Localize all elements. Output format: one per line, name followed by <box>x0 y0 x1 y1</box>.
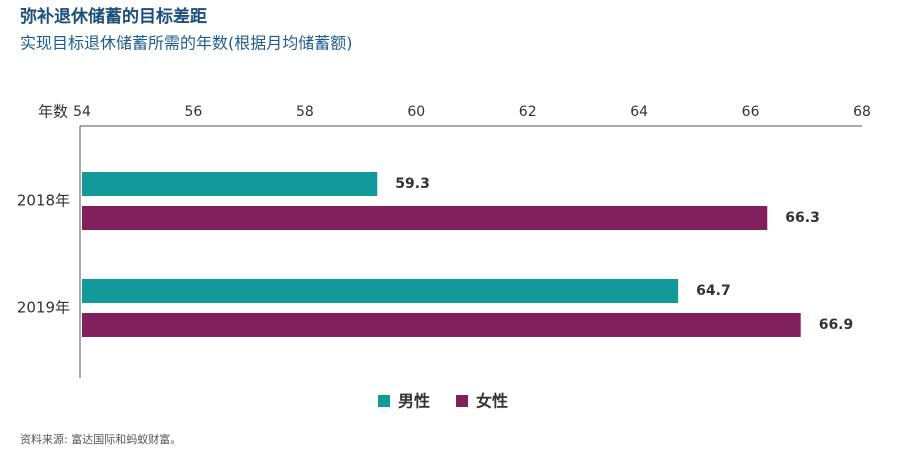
x-tick-label: 58 <box>296 104 314 120</box>
bar <box>82 279 679 303</box>
data-label: 59.3 <box>395 176 430 192</box>
data-label: 66.3 <box>785 210 820 226</box>
x-tick-label: 62 <box>519 104 537 120</box>
y-tick-label: 2019年 <box>17 299 70 317</box>
x-axis-label: 年数 <box>38 103 68 121</box>
x-tick-label: 68 <box>853 104 871 120</box>
x-tick-label: 60 <box>407 104 425 120</box>
bar <box>82 313 801 337</box>
legend-label: 男性 <box>398 392 430 411</box>
legend-swatch <box>456 395 469 407</box>
bar <box>82 172 378 196</box>
y-tick-label: 2018年 <box>17 192 70 210</box>
data-label: 66.9 <box>819 317 854 333</box>
x-tick-label: 54 <box>73 104 91 120</box>
x-tick-label: 56 <box>185 104 203 120</box>
source: 资料来源: 富达国际和蚂蚁财富。 <box>20 432 181 446</box>
bar <box>82 206 768 230</box>
x-tick-label: 66 <box>742 104 760 120</box>
x-tick-label: 64 <box>630 104 648 120</box>
chart-subtitle: 实现目标退休储蓄所需的年数(根据月均储蓄额) <box>20 34 353 53</box>
legend-label: 女性 <box>476 392 508 411</box>
data-label: 64.7 <box>696 283 731 299</box>
chart-title: 弥补退休储蓄的目标差距 <box>20 6 207 27</box>
legend-swatch <box>378 395 390 407</box>
